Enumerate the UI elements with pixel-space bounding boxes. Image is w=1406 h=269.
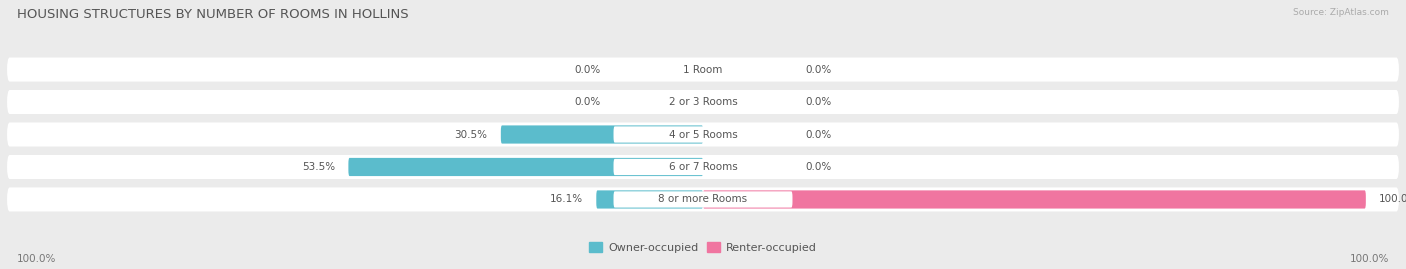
Text: 0.0%: 0.0% [574,97,600,107]
Text: 1 Room: 1 Room [683,65,723,75]
FancyBboxPatch shape [613,94,793,110]
Text: 8 or more Rooms: 8 or more Rooms [658,194,748,204]
FancyBboxPatch shape [596,190,703,208]
Text: 16.1%: 16.1% [550,194,583,204]
Text: HOUSING STRUCTURES BY NUMBER OF ROOMS IN HOLLINS: HOUSING STRUCTURES BY NUMBER OF ROOMS IN… [17,8,409,21]
FancyBboxPatch shape [7,187,1399,211]
Text: 0.0%: 0.0% [806,97,832,107]
FancyBboxPatch shape [7,122,1399,147]
FancyBboxPatch shape [7,90,1399,114]
Text: 0.0%: 0.0% [806,162,832,172]
Text: 2 or 3 Rooms: 2 or 3 Rooms [669,97,737,107]
FancyBboxPatch shape [7,155,1399,179]
FancyBboxPatch shape [613,126,793,143]
Legend: Owner-occupied, Renter-occupied: Owner-occupied, Renter-occupied [589,242,817,253]
Text: 4 or 5 Rooms: 4 or 5 Rooms [669,129,737,140]
FancyBboxPatch shape [613,159,793,175]
FancyBboxPatch shape [613,191,793,208]
FancyBboxPatch shape [703,190,1365,208]
Text: 30.5%: 30.5% [454,129,488,140]
FancyBboxPatch shape [349,158,703,176]
Text: 53.5%: 53.5% [302,162,335,172]
Text: 100.0%: 100.0% [1350,254,1389,264]
FancyBboxPatch shape [613,61,793,78]
Text: 6 or 7 Rooms: 6 or 7 Rooms [669,162,737,172]
Text: 0.0%: 0.0% [806,65,832,75]
Text: 100.0%: 100.0% [17,254,56,264]
Text: 100.0%: 100.0% [1379,194,1406,204]
Text: 0.0%: 0.0% [574,65,600,75]
FancyBboxPatch shape [501,125,703,144]
FancyBboxPatch shape [7,58,1399,82]
Text: Source: ZipAtlas.com: Source: ZipAtlas.com [1294,8,1389,17]
Text: 0.0%: 0.0% [806,129,832,140]
